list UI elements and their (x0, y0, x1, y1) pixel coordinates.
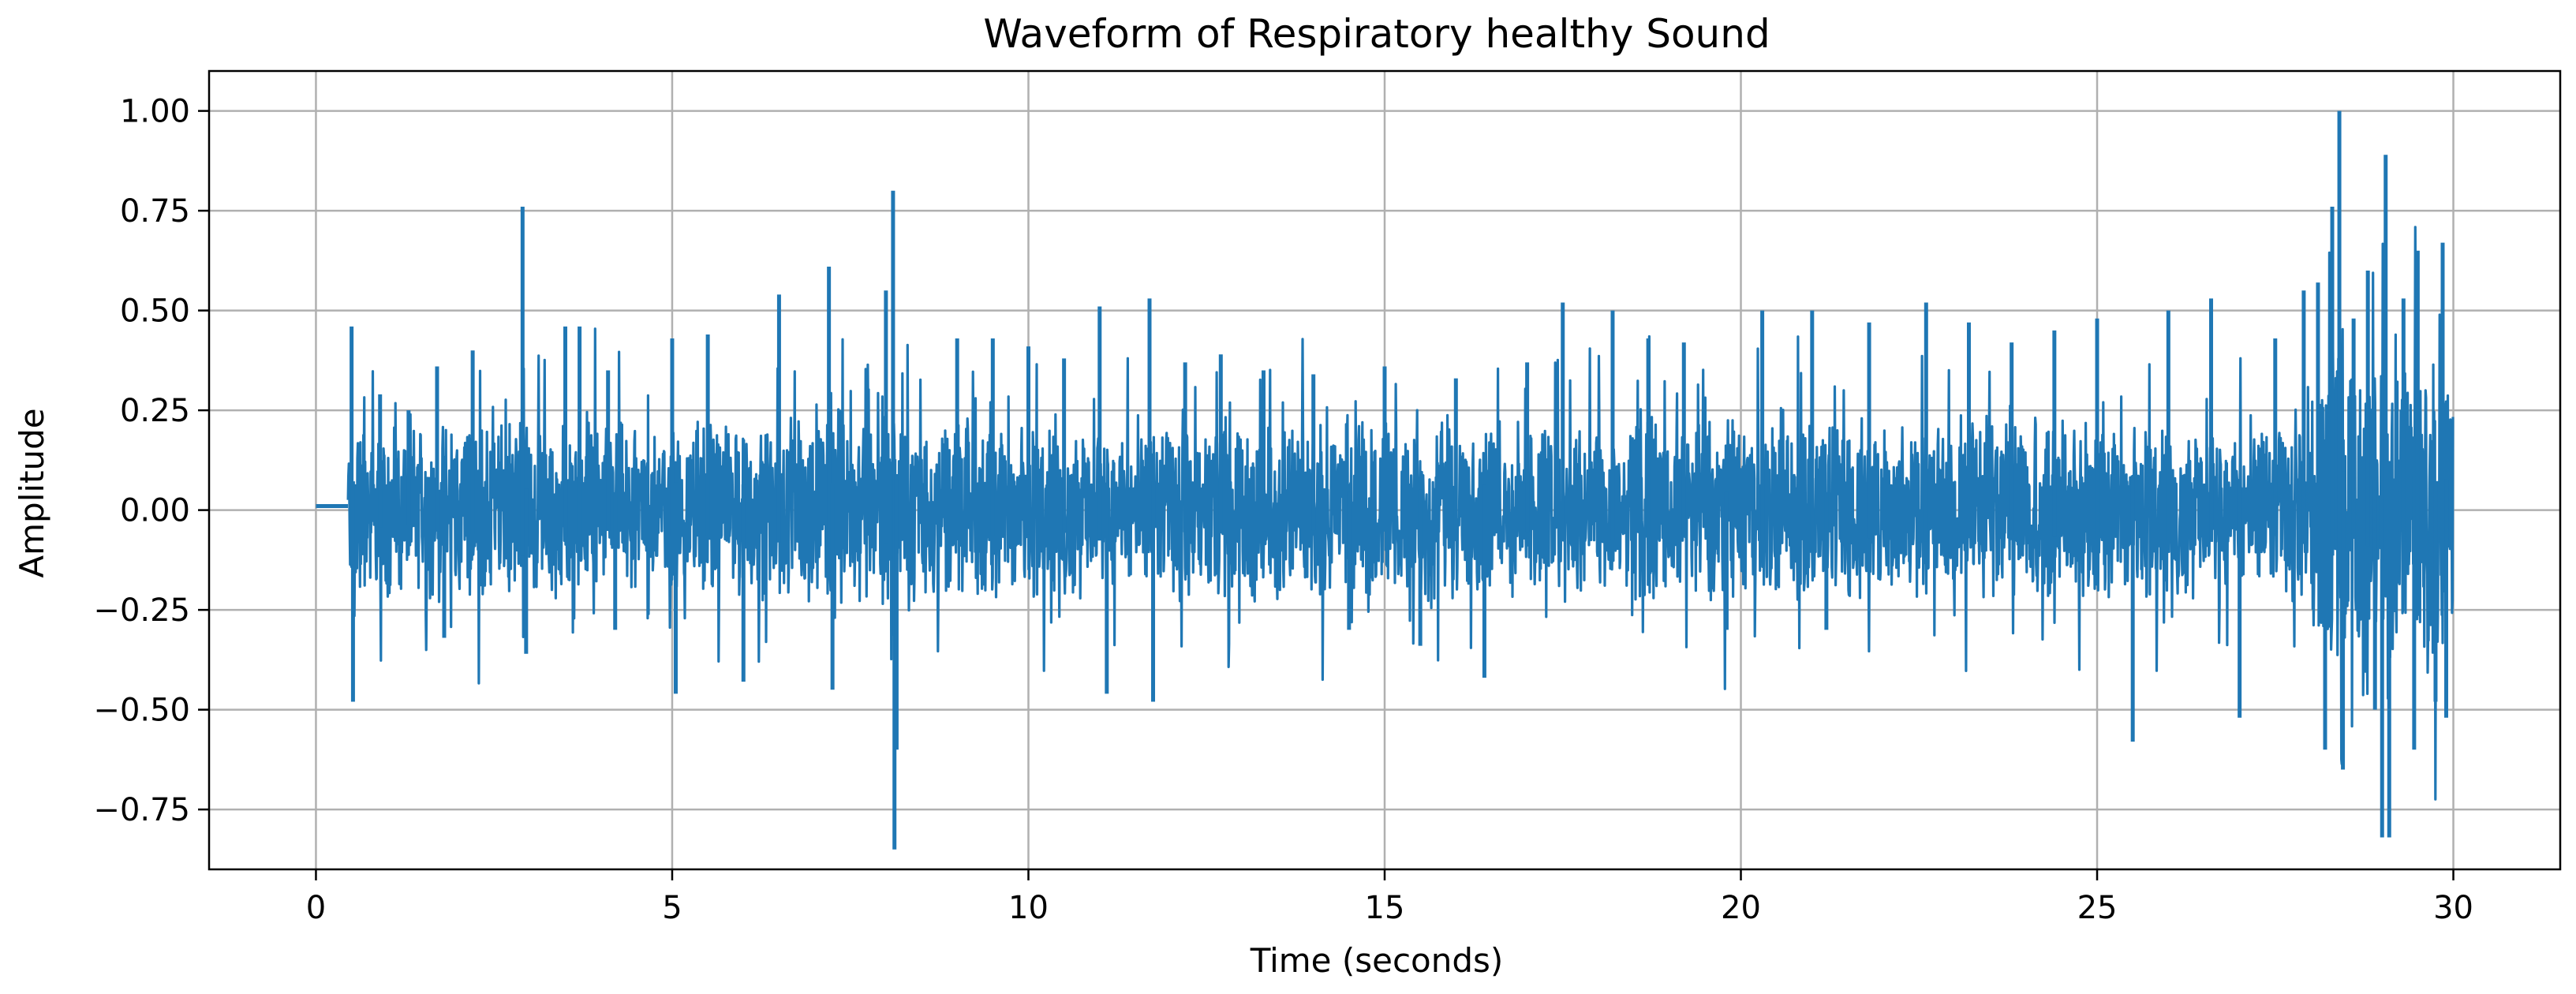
x-tick-label: 20 (1721, 890, 1761, 926)
plot-frame (208, 69, 2562, 871)
y-tick-label: −0.75 (93, 792, 190, 828)
y-tick-label: 0.75 (120, 193, 190, 230)
plot-area (316, 110, 2454, 850)
y-tick-label: 0.50 (120, 293, 190, 330)
x-tick-label: 0 (306, 890, 326, 926)
y-tick-label: 0.00 (120, 493, 190, 529)
y-tick-label: −0.25 (93, 592, 190, 629)
x-axis-label: Time (seconds) (1250, 941, 1504, 980)
waveform-line (346, 226, 2454, 801)
y-tick-label: −0.50 (93, 693, 190, 729)
y-tick-label: 0.25 (120, 393, 190, 429)
y-axis-label: Amplitude (13, 408, 51, 577)
chart-title: Waveform of Respiratory healthy Sound (983, 11, 1770, 57)
x-tick-label: 30 (2433, 890, 2473, 926)
x-tick-label: 5 (662, 890, 682, 926)
x-tick-label: 10 (1008, 890, 1049, 926)
x-tick-label: 15 (1365, 890, 1405, 926)
y-tick-label: 1.00 (120, 94, 190, 130)
x-tick-label: 25 (2077, 890, 2118, 926)
axes: 0 5 10 15 20 25 30 1.00 0.75 0.50 0.25 0.00 −0.25 −0.… (93, 69, 2562, 926)
